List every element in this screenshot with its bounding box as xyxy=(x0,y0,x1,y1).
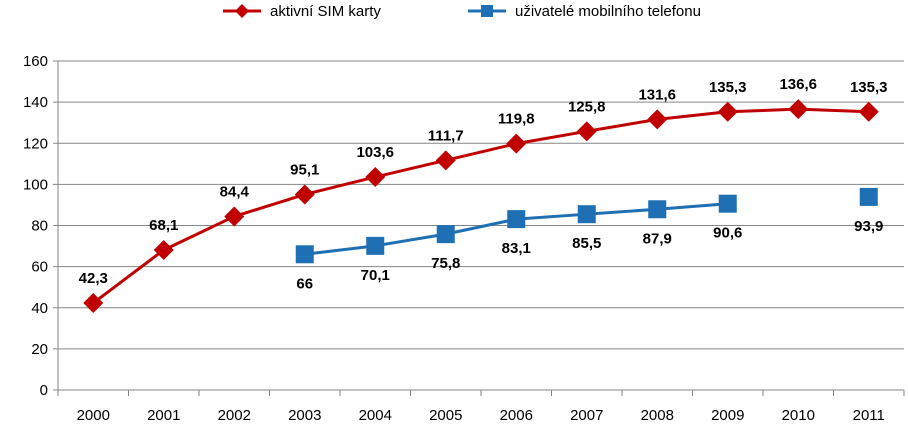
data-label: 68,1 xyxy=(149,217,178,234)
diamond-marker xyxy=(647,109,668,130)
data-label: 95,1 xyxy=(290,161,319,178)
y-tick-label: 20 xyxy=(31,341,48,358)
data-label: 90,6 xyxy=(713,225,742,242)
data-label: 125,8 xyxy=(568,98,606,115)
diamond-marker xyxy=(153,239,174,260)
diamond-marker xyxy=(224,206,245,227)
data-label: 84,4 xyxy=(220,183,250,200)
square-marker xyxy=(507,210,526,229)
square-marker xyxy=(648,200,667,219)
diamond-marker xyxy=(294,184,315,205)
data-label: 87,9 xyxy=(643,230,672,247)
x-tick-label: 2002 xyxy=(218,407,251,424)
diamond-marker xyxy=(788,99,809,120)
diamond-marker xyxy=(576,121,597,142)
data-label: 136,6 xyxy=(779,76,817,93)
square-marker xyxy=(718,194,737,213)
legend-square-marker xyxy=(481,5,493,17)
legend-diamond-marker xyxy=(235,4,249,18)
square-marker xyxy=(436,225,455,244)
series-line-0 xyxy=(92,107,869,305)
data-label: 135,3 xyxy=(709,79,747,96)
markers xyxy=(83,99,879,314)
data-label: 111,7 xyxy=(428,127,464,144)
y-tick-label: 0 xyxy=(40,382,48,399)
data-label: 103,6 xyxy=(356,144,394,161)
axes: 0 20 40 60 80 100 120 140 160 2000 2001 2002 2003 200… xyxy=(23,53,905,424)
y-tick-label: 80 xyxy=(31,218,48,235)
y-tick-label: 40 xyxy=(31,300,48,317)
legend-label-0: aktivní SIM karty xyxy=(270,3,381,20)
y-tick-label: 160 xyxy=(23,53,48,70)
diamond-marker xyxy=(858,101,879,122)
legend: aktivní SIM karty uživatelé mobilního tel… xyxy=(223,3,701,20)
diamond-marker xyxy=(365,166,386,187)
x-tick-label: 2004 xyxy=(359,407,392,424)
x-tick-label: 2000 xyxy=(77,407,110,424)
diamond-marker xyxy=(83,293,104,314)
data-label: 131,6 xyxy=(638,86,676,103)
data-label: 93,9 xyxy=(854,218,883,235)
x-tick-label: 2006 xyxy=(500,407,533,424)
y-tick-label: 100 xyxy=(23,176,48,193)
x-tick-label: 2008 xyxy=(641,407,674,424)
y-tick-label: 120 xyxy=(23,135,48,152)
y-tick-label: 140 xyxy=(23,94,48,111)
data-label: 75,8 xyxy=(431,255,460,272)
data-label: 42,3 xyxy=(79,270,108,287)
legend-label-1: uživatelé mobilního telefonu xyxy=(515,3,701,20)
diamond-marker xyxy=(435,150,456,171)
data-label: 85,5 xyxy=(572,235,601,252)
square-marker xyxy=(366,236,385,255)
square-marker xyxy=(577,205,596,224)
x-tick-label: 2005 xyxy=(429,407,462,424)
series-lines xyxy=(92,107,869,305)
square-marker xyxy=(295,245,314,264)
x-tick-label: 2010 xyxy=(782,407,815,424)
data-label: 135,3 xyxy=(850,79,888,96)
square-marker xyxy=(859,187,878,206)
x-tick-label: 2003 xyxy=(288,407,321,424)
data-label: 70,1 xyxy=(361,267,390,284)
x-tick-label: 2009 xyxy=(711,407,744,424)
x-tick-label: 2001 xyxy=(147,407,180,424)
data-label: 119,8 xyxy=(498,111,535,128)
data-labels: 42,3 68,1 84,4 95,1 103,6 111,7 119,8 125,8 131,… xyxy=(79,76,888,292)
gridlines xyxy=(58,60,904,350)
x-tick-label: 2007 xyxy=(570,407,603,424)
data-label: 83,1 xyxy=(502,240,531,257)
diamond-marker xyxy=(506,133,527,154)
data-label: 66 xyxy=(296,275,313,292)
x-tick-label: 2011 xyxy=(853,407,885,424)
diamond-marker xyxy=(717,101,738,122)
y-tick-label: 60 xyxy=(31,259,48,276)
